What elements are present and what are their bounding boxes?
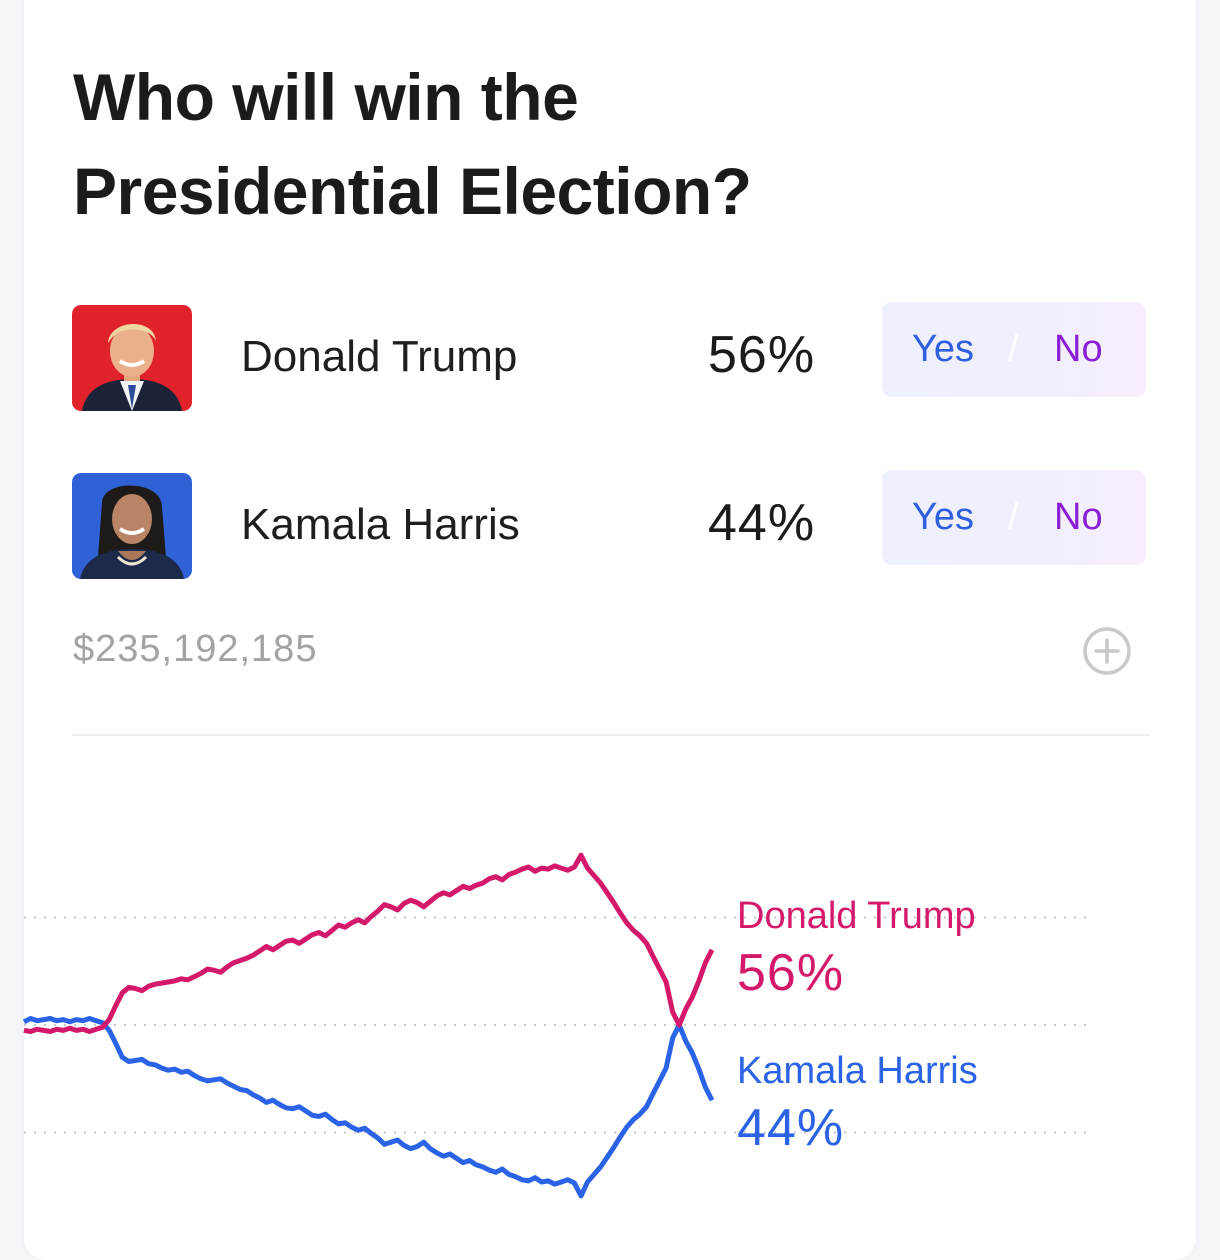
yes-no-toggle[interactable]: Yes / No bbox=[882, 302, 1146, 397]
yes-no-separator: / bbox=[1008, 328, 1019, 370]
yes-no-toggle[interactable]: Yes / No bbox=[882, 470, 1146, 565]
series-value-label-1: 44% bbox=[737, 1099, 844, 1157]
series-line-1 bbox=[22, 1016, 715, 1199]
yes-button[interactable]: Yes bbox=[912, 328, 974, 370]
market-volume: $235,192,185 bbox=[73, 628, 318, 670]
series-label-0: Donald Trump bbox=[737, 895, 976, 937]
outcome-name: Kamala Harris bbox=[241, 500, 520, 549]
series-line-0 bbox=[23, 852, 715, 1034]
price-history-chart: Donald Trump 56% Kamala Harris 44% bbox=[22, 852, 1094, 1199]
market-card bbox=[24, 0, 1196, 1260]
market-title: Who will win the Presidential Election? bbox=[73, 60, 752, 228]
outcome-percent: 56% bbox=[708, 326, 816, 384]
series-label-1: Kamala Harris bbox=[737, 1050, 978, 1092]
no-button[interactable]: No bbox=[1054, 496, 1103, 538]
avatar-harris bbox=[72, 473, 192, 579]
outcome-row-harris[interactable]: Kamala Harris 44% Yes / No bbox=[72, 470, 1146, 579]
outcome-row-trump[interactable]: Donald Trump 56% Yes / No bbox=[72, 302, 1146, 411]
avatar-trump bbox=[72, 305, 192, 411]
divider bbox=[72, 734, 1150, 736]
no-button[interactable]: No bbox=[1054, 328, 1103, 370]
plus-circle-icon[interactable] bbox=[1082, 626, 1132, 676]
series-value-label-0: 56% bbox=[737, 944, 844, 1002]
yes-no-separator: / bbox=[1008, 496, 1019, 538]
outcome-name: Donald Trump bbox=[241, 332, 518, 381]
yes-button[interactable]: Yes bbox=[912, 496, 974, 538]
outcome-percent: 44% bbox=[708, 494, 816, 552]
